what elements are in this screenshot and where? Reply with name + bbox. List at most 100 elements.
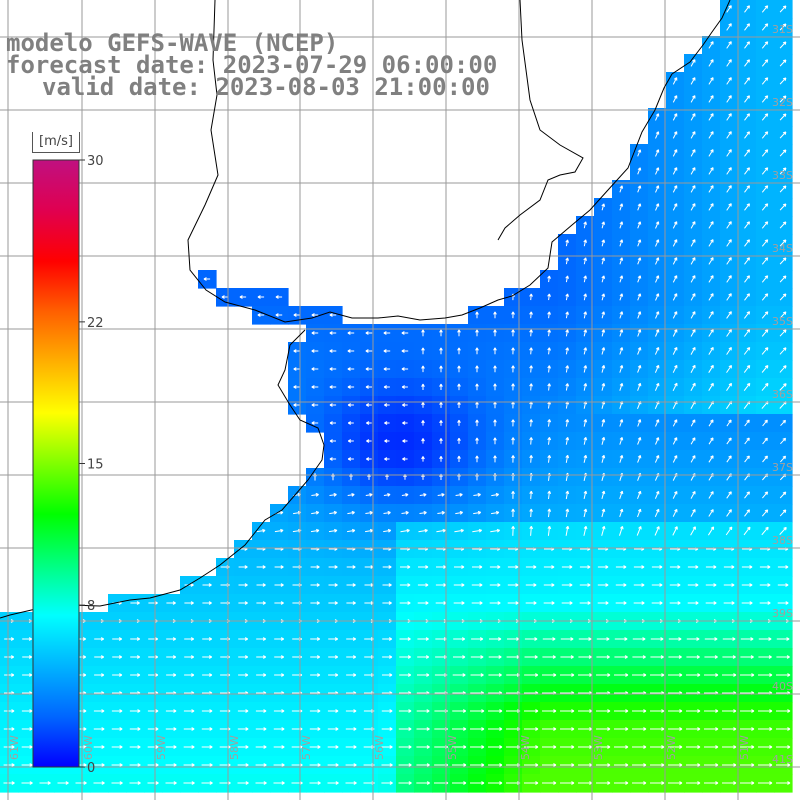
wind-arrow [614,727,629,731]
wind-arrow [632,727,647,731]
wind-arrow [365,367,373,371]
wind-arrow [165,763,177,767]
wind-arrow [687,583,699,587]
wind-arrow [366,457,372,461]
wind-arrow [726,185,732,193]
wind-arrow [779,293,787,301]
wind-arrow [744,275,750,283]
wind-arrow [418,528,428,533]
wind-arrow [201,763,213,767]
wind-arrow [725,526,733,536]
wind-arrow [470,745,485,749]
wind-arrow [650,673,665,677]
wind-arrow [758,673,773,677]
wind-arrow [744,23,750,31]
wind-arrow [381,781,393,785]
wind-arrow [722,745,737,749]
wind-arrow [293,385,301,389]
wind-arrow [705,583,717,587]
wind-arrow [453,637,466,641]
wind-arrow [777,601,789,605]
wind-arrow [488,655,502,659]
wind-arrow [184,655,195,659]
wind-arrow [761,185,769,193]
wind-arrow [309,781,321,785]
wind-arrow [202,583,212,587]
wind-arrow [347,385,355,389]
wind-arrow [183,709,195,713]
wind-arrow [619,525,624,536]
wind-arrow [708,59,714,67]
wind-arrow [614,655,628,659]
wind-arrow [493,437,497,445]
wind-arrow [744,41,750,49]
wind-arrow [402,457,408,461]
wind-arrow [111,781,123,785]
wind-arrow [723,601,735,605]
wind-arrow [583,221,587,229]
wind-arrow [202,637,213,641]
wind-arrow [542,673,557,677]
wind-arrow [686,655,700,659]
wind-arrow [740,781,755,785]
valid-date: valid date: 2023-08-03 21:00:00 [42,73,490,101]
wind-arrow [238,655,249,659]
wind-arrow [614,709,629,713]
wind-arrow [668,673,683,677]
wind-arrow [633,601,645,605]
wind-arrow [708,419,714,427]
wind-arrow [708,455,714,463]
wind-arrow [740,763,755,767]
wind-arrow [690,382,696,392]
longitude-label: 52W [665,735,678,760]
wind-arrow [381,709,393,713]
wind-arrow [726,491,732,499]
wind-arrow [726,311,732,319]
wind-arrow [583,454,588,463]
wind-arrow [619,419,624,427]
wind-arrow [708,167,714,175]
wind-arrow [601,525,606,536]
wind-arrow [637,167,642,175]
wind-arrow [779,131,787,139]
wind-arrow [238,673,249,677]
wind-arrow [311,367,319,371]
wind-arrow [398,745,412,749]
wind-arrow [672,131,678,139]
wind-arrow [416,763,430,767]
wind-arrow [384,439,390,443]
wind-arrow [637,490,642,499]
wind-arrow [669,601,681,605]
wind-arrow [655,329,660,337]
wind-arrow [726,509,732,517]
wind-arrow [762,491,769,499]
wind-arrow [525,565,537,569]
wind-arrow [93,709,105,713]
wind-arrow [310,528,320,533]
wind-arrow [740,745,755,749]
wind-arrow [668,709,683,713]
wind-arrow [382,601,392,605]
wind-arrow [690,167,696,175]
wind-arrow [744,77,750,85]
wind-arrow [166,673,177,677]
wind-arrow [4,637,15,641]
wind-arrow [779,257,787,265]
wind-arrow [439,438,443,444]
longitude-label: 53W [592,735,605,760]
wind-arrow [619,203,624,211]
wind-arrow [384,457,390,461]
wind-arrow [383,493,391,497]
wind-arrow [293,349,301,353]
wind-arrow [654,526,660,536]
wind-arrow [619,490,624,500]
wind-arrow [184,673,195,677]
wind-arrow [758,763,773,767]
wind-arrow [722,763,737,767]
coastline [0,0,731,619]
wind-arrow [744,113,750,121]
wind-arrow [547,419,552,427]
wind-arrow [147,781,159,785]
wind-arrow [637,508,642,518]
wind-arrow [274,565,284,569]
